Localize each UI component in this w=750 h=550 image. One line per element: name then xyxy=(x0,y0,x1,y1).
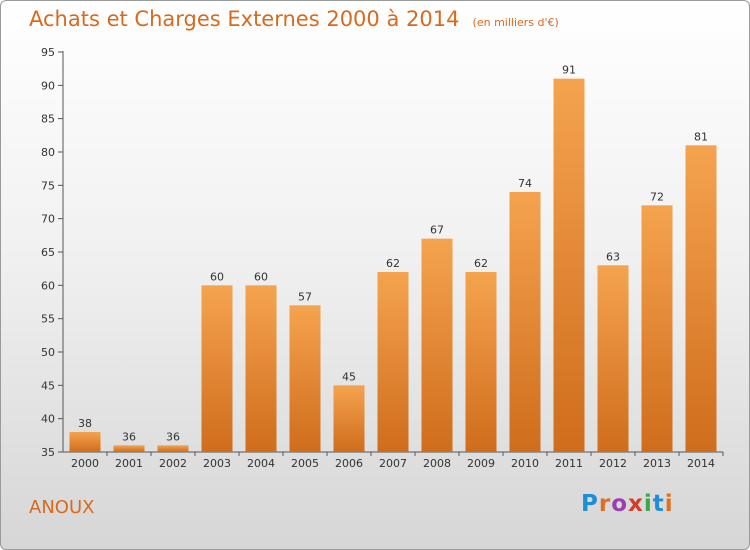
x-tick-label: 2008 xyxy=(423,457,451,470)
data-label: 91 xyxy=(562,64,576,77)
title-text: Achats et Charges Externes 2000 à 2014 xyxy=(29,7,460,31)
bar xyxy=(553,78,585,453)
y-tick-label: 80 xyxy=(41,146,55,159)
x-tick-label: 2005 xyxy=(291,457,319,470)
unit-text: (en milliers d'€) xyxy=(472,16,559,29)
bar xyxy=(509,192,541,452)
bar xyxy=(685,145,717,453)
y-tick-label: 35 xyxy=(41,446,55,459)
y-tick-label: 85 xyxy=(41,113,55,126)
data-label: 38 xyxy=(78,417,92,430)
bar xyxy=(641,205,673,452)
bar xyxy=(465,272,497,452)
data-label: 36 xyxy=(166,430,180,443)
logo-letter: i xyxy=(643,491,653,517)
bar xyxy=(157,445,189,452)
logo-letter: t xyxy=(652,491,665,517)
data-label: 62 xyxy=(386,257,400,270)
logo-letter: x xyxy=(628,491,644,517)
bar xyxy=(201,285,233,452)
x-tick-label: 2009 xyxy=(467,457,495,470)
chart-title: Achats et Charges Externes 2000 à 2014 (… xyxy=(29,7,559,31)
logo-letter: r xyxy=(598,491,612,517)
x-tick-label: 2011 xyxy=(555,457,583,470)
y-tick-label: 50 xyxy=(41,346,55,359)
data-label: 45 xyxy=(342,370,356,383)
bar xyxy=(69,432,101,452)
x-tick-label: 2002 xyxy=(159,457,187,470)
x-tick-label: 2010 xyxy=(511,457,539,470)
data-label: 36 xyxy=(122,430,136,443)
x-tick-label: 2000 xyxy=(71,457,99,470)
data-label: 81 xyxy=(694,130,708,143)
y-tick-label: 45 xyxy=(41,379,55,392)
bar xyxy=(289,305,321,452)
y-tick-label: 90 xyxy=(41,79,55,92)
logo-letter: i xyxy=(664,491,674,517)
data-label: 67 xyxy=(430,224,444,237)
data-label: 60 xyxy=(210,270,224,283)
y-tick-label: 40 xyxy=(41,413,55,426)
data-label: 74 xyxy=(518,177,532,190)
commune-name: ANOUX xyxy=(29,497,95,518)
data-label: 57 xyxy=(298,290,312,303)
x-tick-label: 2007 xyxy=(379,457,407,470)
bar xyxy=(377,272,409,452)
x-tick-label: 2006 xyxy=(335,457,363,470)
x-tick-label: 2013 xyxy=(643,457,671,470)
x-tick-label: 2001 xyxy=(115,457,143,470)
data-label: 60 xyxy=(254,270,268,283)
logo-letter: P xyxy=(581,491,599,517)
logo-letter: o xyxy=(611,491,629,517)
y-tick-label: 70 xyxy=(41,213,55,226)
y-tick-label: 95 xyxy=(41,46,55,59)
x-tick-label: 2003 xyxy=(203,457,231,470)
bar xyxy=(597,265,629,452)
y-tick-label: 55 xyxy=(41,313,55,326)
x-tick-label: 2014 xyxy=(687,457,715,470)
x-tick-label: 2004 xyxy=(247,457,275,470)
data-label: 63 xyxy=(606,250,620,263)
y-tick-label: 75 xyxy=(41,179,55,192)
bar xyxy=(421,238,453,452)
bar xyxy=(333,385,365,452)
bar xyxy=(113,445,145,452)
bar xyxy=(245,285,277,452)
proxiti-logo: Proxiti xyxy=(581,491,674,517)
data-label: 72 xyxy=(650,190,664,203)
data-label: 62 xyxy=(474,257,488,270)
x-tick-label: 2012 xyxy=(599,457,627,470)
y-tick-label: 60 xyxy=(41,279,55,292)
y-tick-label: 65 xyxy=(41,246,55,259)
